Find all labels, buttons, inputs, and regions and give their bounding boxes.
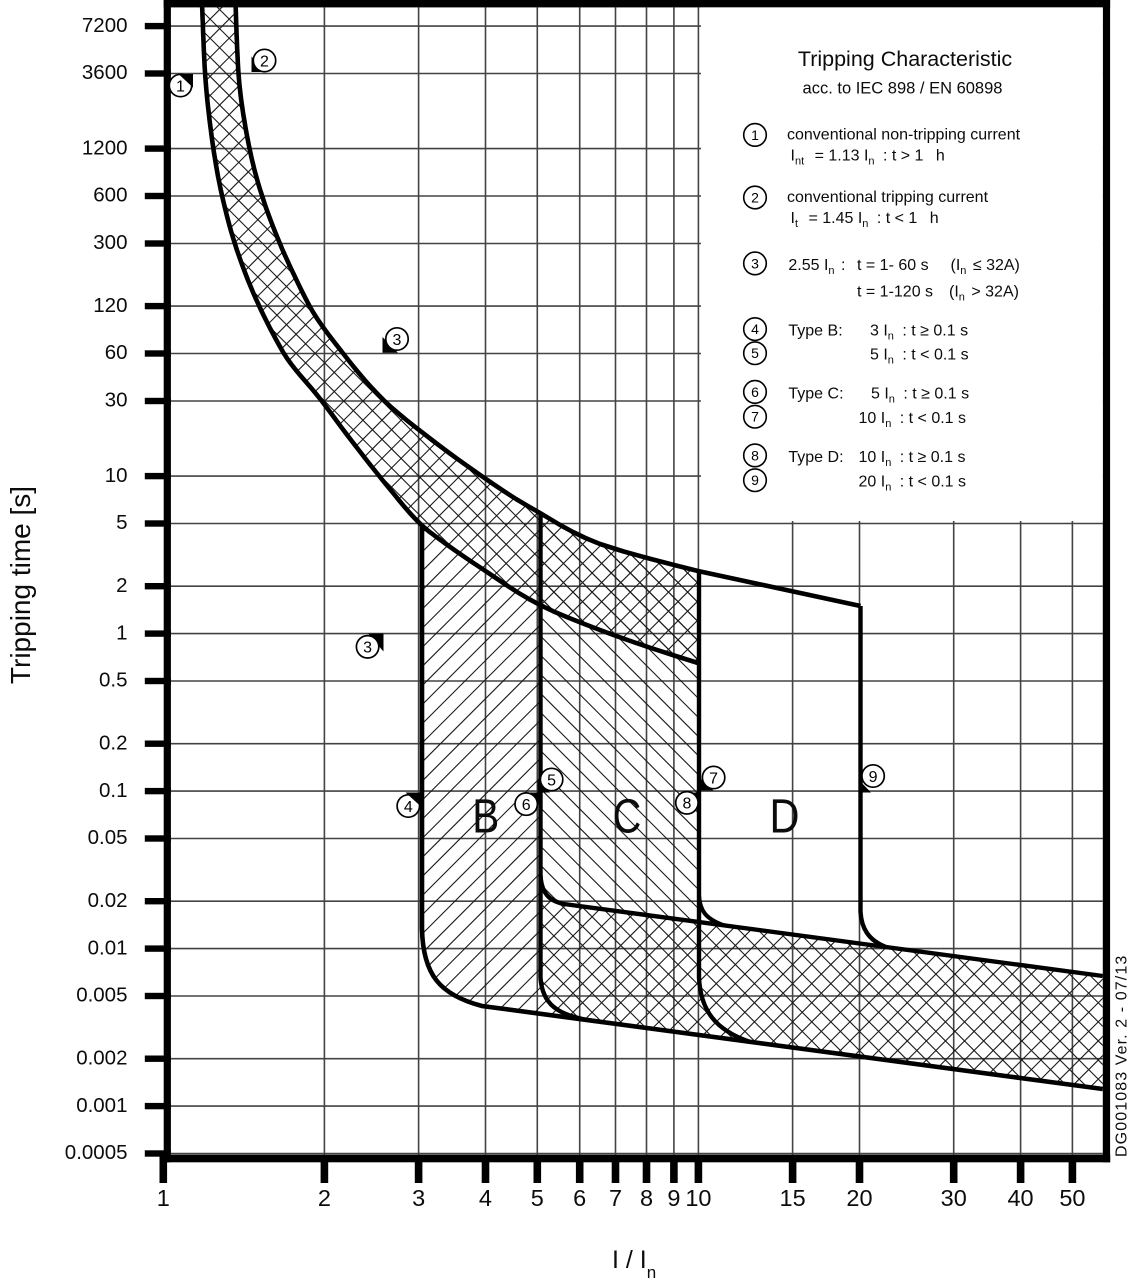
svg-text:4: 4: [479, 1185, 492, 1211]
svg-text:0.1: 0.1: [99, 779, 128, 802]
svg-text:50: 50: [1059, 1185, 1085, 1211]
svg-text:7: 7: [751, 409, 759, 425]
svg-text:5 In​ : t < 0.1 s: 5 In​ : t < 0.1 s: [870, 347, 969, 367]
svg-text:Tripping time [s]: Tripping time [s]: [5, 486, 36, 684]
svg-text:5: 5: [531, 1185, 544, 1211]
svg-text:30: 30: [941, 1185, 967, 1211]
svg-text:30: 30: [105, 389, 128, 412]
svg-text:3: 3: [751, 255, 759, 271]
svg-text:20 In​ : t < 0.1 s: 20 In​ : t < 0.1 s: [859, 474, 967, 494]
svg-text:conventional non-tripping curr: conventional non-tripping current: [787, 127, 1021, 144]
svg-text:0.005: 0.005: [76, 984, 127, 1007]
svg-text:7: 7: [609, 1185, 622, 1211]
svg-text:7: 7: [709, 770, 718, 787]
svg-text:9: 9: [751, 472, 759, 488]
svg-text:9: 9: [667, 1185, 680, 1211]
svg-text:0.5: 0.5: [99, 669, 128, 692]
svg-text:40: 40: [1007, 1185, 1033, 1211]
svg-text:5: 5: [116, 511, 127, 534]
svg-text:Type D:: Type D:: [788, 449, 843, 466]
svg-text:60: 60: [105, 341, 128, 364]
svg-text:120: 120: [93, 294, 127, 317]
svg-text:2: 2: [116, 574, 127, 597]
svg-text:8: 8: [640, 1185, 653, 1211]
svg-text:0.0005: 0.0005: [65, 1141, 128, 1164]
svg-text:3 In​ : t ≥ 0.1 s: 3 In​ : t ≥ 0.1 s: [870, 323, 968, 343]
svg-text:0.001: 0.001: [76, 1094, 127, 1117]
svg-text:4: 4: [751, 321, 759, 337]
svg-text:10 In​ : t < 0.1 s: 10 In​ : t < 0.1 s: [859, 410, 967, 430]
svg-text:DG001083 Ver. 2 - 07/13: DG001083 Ver. 2 - 07/13: [1114, 955, 1130, 1157]
svg-text:10: 10: [105, 464, 128, 487]
svg-text:2: 2: [260, 53, 269, 70]
svg-text:20: 20: [846, 1185, 872, 1211]
svg-text:3: 3: [363, 640, 372, 657]
svg-text:acc. to IEC 898 / EN 60898: acc. to IEC 898 / EN 60898: [803, 80, 1003, 98]
svg-text:1: 1: [176, 78, 185, 95]
svg-text:2: 2: [318, 1185, 331, 1211]
svg-text:6: 6: [751, 384, 759, 400]
svg-text:1: 1: [116, 621, 127, 644]
svg-text:6: 6: [573, 1185, 586, 1211]
svg-text:t = 1-120 s: t = 1-120 s: [857, 284, 933, 301]
svg-text:300: 300: [93, 231, 127, 254]
svg-text:B: B: [472, 791, 499, 844]
svg-text:2: 2: [751, 190, 759, 206]
svg-text:conventional tripping current: conventional tripping current: [787, 189, 989, 206]
svg-text:5: 5: [547, 772, 556, 789]
svg-text:0.05: 0.05: [88, 826, 128, 849]
svg-text:0.02: 0.02: [88, 889, 128, 912]
svg-text:9: 9: [869, 769, 878, 786]
svg-text:10 In​ : t ≥ 0.1 s: 10 In​ : t ≥ 0.1 s: [859, 449, 966, 469]
svg-text:C: C: [613, 791, 642, 844]
svg-text:15: 15: [780, 1185, 806, 1211]
svg-text:5: 5: [751, 345, 759, 361]
svg-text:1200: 1200: [82, 136, 128, 159]
svg-text:0.002: 0.002: [76, 1046, 127, 1069]
svg-text:Type C:: Type C:: [788, 385, 843, 402]
svg-text:5 In​ : t ≥ 0.1 s: 5 In​ : t ≥ 0.1 s: [871, 385, 969, 405]
svg-text:3: 3: [393, 332, 402, 349]
svg-text:600: 600: [93, 184, 127, 207]
svg-text:8: 8: [682, 796, 691, 813]
svg-text:t = 1- 60 s: t = 1- 60 s: [857, 257, 929, 274]
svg-text:1: 1: [157, 1185, 170, 1211]
svg-text:3600: 3600: [82, 61, 128, 84]
svg-text:0.2: 0.2: [99, 731, 128, 754]
svg-text:Type B:: Type B:: [788, 323, 842, 340]
svg-text:Tripping Characteristic: Tripping Characteristic: [798, 47, 1013, 71]
svg-text:3: 3: [412, 1185, 425, 1211]
svg-text:D: D: [770, 791, 800, 844]
svg-text:8: 8: [751, 447, 759, 463]
svg-text:7200: 7200: [82, 14, 128, 37]
svg-text:10: 10: [685, 1185, 711, 1211]
svg-text:6: 6: [522, 797, 531, 814]
svg-text:4: 4: [404, 799, 413, 816]
svg-text:0.01: 0.01: [88, 936, 128, 959]
svg-text:1: 1: [751, 127, 759, 143]
